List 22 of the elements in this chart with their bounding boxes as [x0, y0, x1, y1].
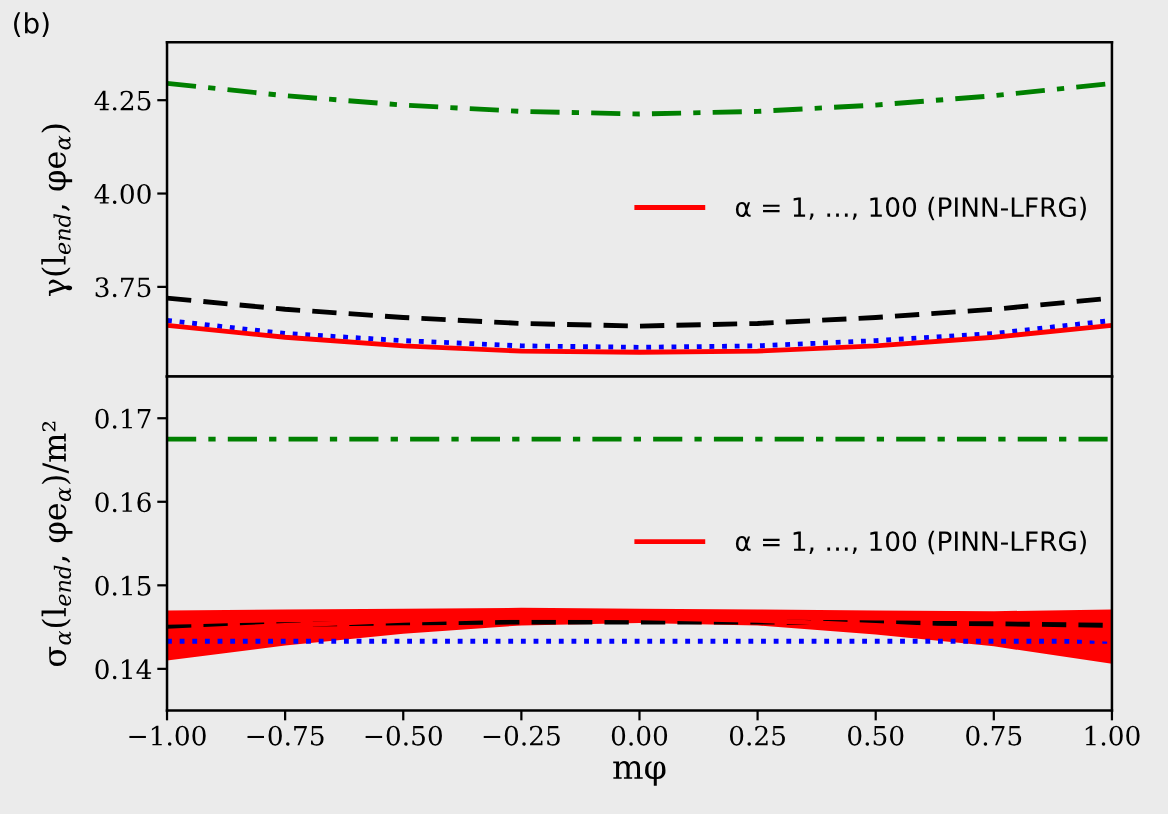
text: (b) [14, 12, 49, 37]
x-tick-label: 0.75 [966, 725, 1022, 746]
y-tick-label: 4.00 [94, 183, 151, 204]
y-tick-label: 0.14 [95, 659, 152, 680]
x-tick-label: 1.00 [1085, 725, 1140, 746]
x-tick-label: 0.50 [848, 725, 904, 746]
y-tick-label: 0.16 [95, 492, 151, 513]
y-tick-label: 4.25 [94, 90, 151, 111]
y-axis-title: σ$_{α}$(l$_{end}$, φe$_{α}$)/m² [41, 421, 73, 667]
y-tick-label: 0.15 [95, 575, 151, 596]
y-tick-label: 0.17 [95, 408, 151, 429]
y-axis-title: γ(l$_{end}$, φe$_{α}$) [41, 124, 73, 296]
x-tick-label: −0.25 [483, 725, 560, 746]
x-tick-label: −0.50 [365, 725, 442, 746]
x-tick-label: −0.75 [247, 725, 324, 746]
x-tick-label: 0.25 [729, 725, 785, 746]
y-tick-label: 3.75 [95, 277, 151, 298]
x-tick-label: −1.00 [129, 725, 206, 746]
x-tick-label: 0.00 [611, 725, 668, 746]
legend-label: α = 1, …, 100 (PINN-LFRG) [735, 196, 1086, 221]
legend-label: α = 1, …, 100 (PINN-LFRG) [735, 530, 1086, 555]
x-axis-title: mφ [613, 761, 666, 786]
